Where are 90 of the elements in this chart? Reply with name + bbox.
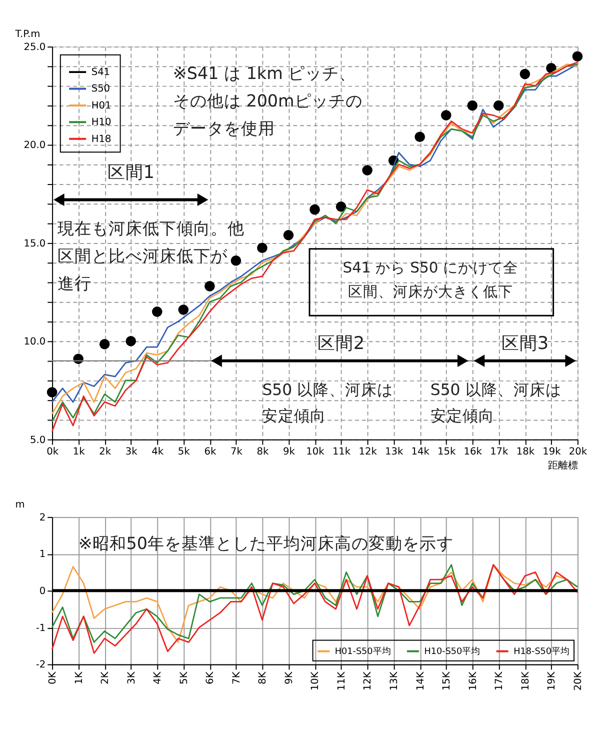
x-tick-label: 3k	[125, 446, 138, 458]
x-tick-label: 12k	[358, 446, 378, 458]
point	[362, 165, 372, 176]
x-tick-label: 11k	[332, 446, 351, 458]
x-tick-label: 3K	[126, 671, 138, 684]
point	[310, 204, 320, 215]
y-tick-label: -1	[36, 622, 46, 634]
point	[46, 387, 58, 398]
x-tick-label: 6K	[205, 671, 216, 684]
annotation: S41 から S50 にかけて全区間、河床が大きく低下	[342, 259, 518, 301]
y-tick-label: 25.0	[24, 42, 46, 53]
y-tick-label: 0	[39, 586, 46, 598]
point	[178, 304, 189, 315]
x-tick-label: 16K	[468, 671, 479, 691]
point	[494, 100, 504, 111]
y-tick-label: 10.0	[24, 336, 46, 348]
x-tick-label: 5k	[178, 446, 190, 458]
x-tick-label: 0k	[46, 446, 59, 458]
x-tick-label: 16k	[464, 446, 482, 458]
x-tick-label: 1k	[72, 446, 86, 458]
legend-label: S41	[91, 67, 110, 78]
x-tick-label: 13k	[384, 446, 404, 458]
x-tick-label: 9K	[284, 671, 295, 684]
x-tick-label: 8K	[258, 671, 269, 684]
x-tick-label: 7K	[231, 671, 242, 684]
y-tick-label: -2	[36, 660, 46, 671]
point	[414, 132, 425, 142]
x-tick-label: 4k	[152, 446, 164, 458]
y-axis-title: m	[15, 500, 25, 511]
legend-label: H10	[91, 117, 112, 128]
y-tick-label: 15.0	[24, 238, 46, 250]
x-axis-title: 距離標	[548, 459, 578, 472]
annotation: 区間2	[317, 334, 365, 354]
point	[126, 336, 136, 346]
x-tick-label: 14K	[415, 671, 426, 691]
x-tick-label: 8k	[256, 446, 269, 458]
x-tick-label: 20K	[572, 671, 584, 691]
y-tick-label: 2	[39, 512, 46, 524]
x-tick-label: 13K	[389, 671, 400, 691]
point	[440, 110, 452, 120]
point	[257, 242, 268, 254]
point	[467, 100, 478, 111]
x-tick-label: 17k	[490, 446, 509, 458]
legend-label: H10-S50平均	[424, 646, 480, 658]
point	[520, 68, 530, 80]
legend-label: H18-S50平均	[514, 646, 570, 658]
x-tick-label: 19K	[546, 671, 558, 691]
x-tick-label: 5K	[178, 671, 190, 684]
x-tick-label: 18k	[516, 446, 535, 458]
x-tick-label: 14k	[411, 446, 430, 458]
x-tick-label: 15k	[438, 446, 456, 458]
annotation: ※S41 は 1km ピッチ、その他は 200mピッチのデータを使用	[172, 64, 362, 138]
x-tick-label: 17K	[494, 671, 506, 691]
x-tick-label: 10K	[310, 671, 322, 691]
annotation: 現在も河床低下傾向。他区間と比べ河床低下が進行	[57, 219, 244, 294]
y-tick-label: 1	[39, 549, 46, 560]
annotation: ※昭和50年を基準とした平均河床高の変動を示す	[78, 534, 454, 553]
x-tick-label: 6k	[204, 446, 216, 458]
point	[283, 230, 294, 240]
x-tick-label: 0K	[47, 671, 58, 684]
legend-label: H01-S50平均	[334, 646, 391, 658]
annotation: S50 以降、河床は安定傾向	[262, 380, 394, 426]
x-tick-label: 15K	[442, 671, 453, 691]
x-tick-label: 19k	[542, 446, 562, 458]
annotation: 区間3	[501, 334, 549, 354]
point	[99, 338, 110, 350]
x-tick-label: 12K	[362, 671, 374, 691]
point	[572, 51, 583, 62]
x-tick-label: 20k	[568, 446, 588, 458]
x-tick-label: 18K	[520, 671, 532, 691]
x-tick-label: 2K	[100, 671, 112, 684]
y-tick-label: 20.0	[24, 140, 46, 152]
annotation: S50 以降、河床は安定傾向	[430, 380, 562, 426]
point	[152, 306, 162, 317]
point	[336, 201, 346, 212]
y-axis-title: T.P.m	[14, 29, 40, 40]
x-tick-label: 11K	[336, 671, 348, 691]
point	[204, 281, 215, 292]
legend-label: S50	[91, 84, 110, 95]
x-tick-label: 4K	[152, 671, 164, 684]
x-tick-label: 7k	[230, 446, 243, 458]
y-tick-label: 5.0	[30, 434, 46, 446]
x-tick-label: 2k	[99, 446, 112, 458]
x-tick-label: 1K	[74, 671, 85, 684]
legend-label: H01	[91, 100, 112, 112]
x-tick-label: 10k	[306, 446, 325, 458]
x-tick-label: 9k	[283, 446, 296, 458]
annotation: 区間1	[107, 163, 154, 184]
legend-label: H18	[91, 134, 112, 145]
point	[230, 256, 242, 266]
